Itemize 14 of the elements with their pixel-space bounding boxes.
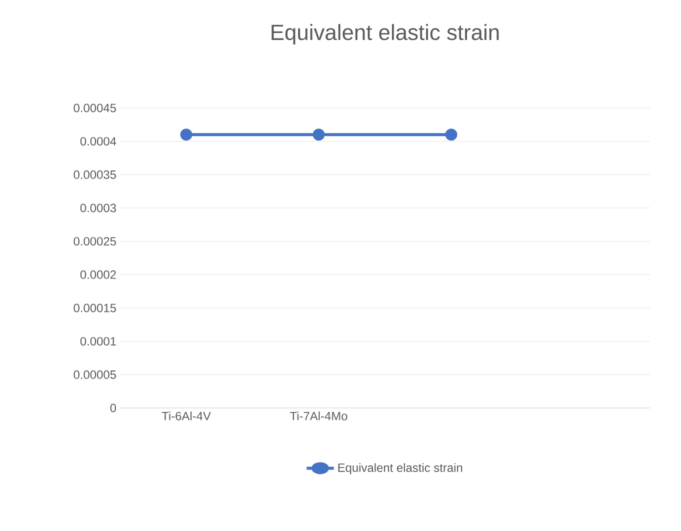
x-tick-label: Ti-6Al-4V: [162, 412, 211, 420]
y-tick-label: 0.0004: [80, 137, 116, 146]
legend-label: Equivalent elastic strain: [338, 463, 462, 474]
x-tick-label: Ti-7Al-4Mo: [290, 412, 348, 420]
y-tick-label: 0: [110, 404, 116, 412]
y-tick-label: 0.0002: [80, 270, 116, 279]
chart-title: Equivalent elastic strain: [272, 24, 499, 44]
y-tick-label: 0.00015: [74, 304, 116, 312]
y-tick-label: 0.00045: [74, 104, 116, 112]
y-tick-label: 0.00035: [74, 170, 116, 179]
y-tick-label: 0.0001: [80, 337, 116, 346]
y-tick-label: 0.00025: [74, 237, 116, 246]
y-tick-label: 0.0003: [80, 204, 116, 212]
y-tick-label: 0.00005: [74, 370, 116, 379]
